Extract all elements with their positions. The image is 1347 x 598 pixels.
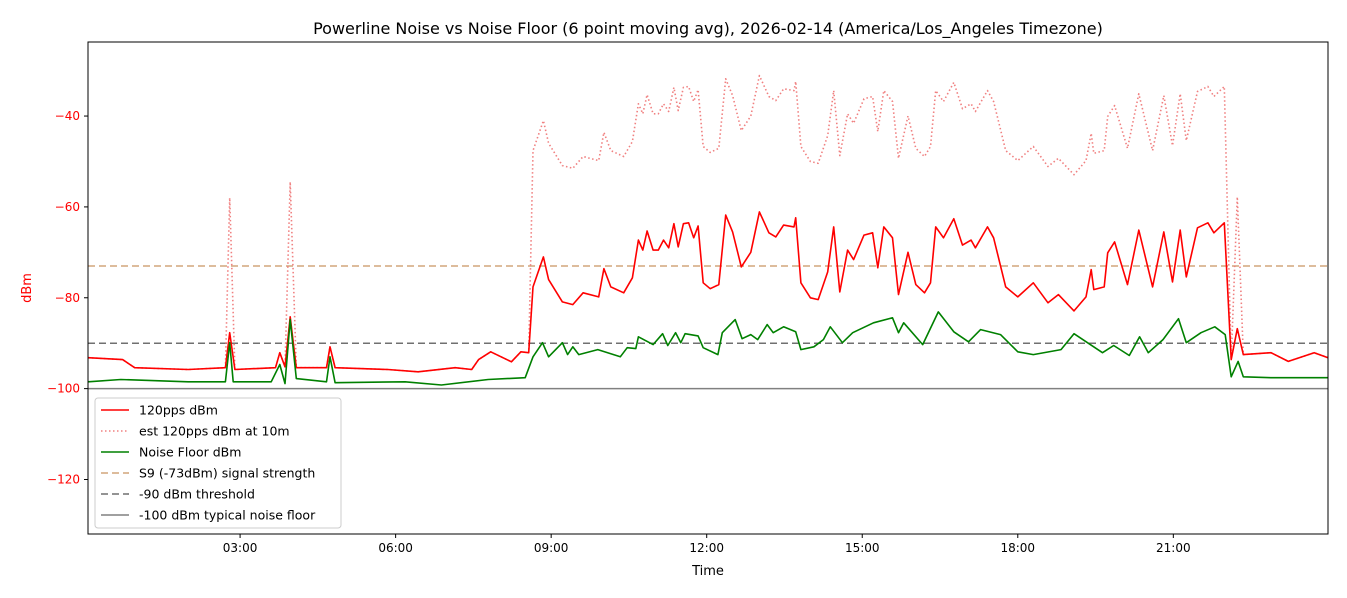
legend-item-120pps-dbm: 120pps dBm [101,403,218,418]
x-tick-label: 21:00 [1156,541,1191,555]
legend-item-100-dbm-typical-noise-floor: -100 dBm typical noise floor [101,508,316,523]
x-tick-label: 12:00 [689,541,724,555]
y-tick-label: −60 [55,200,80,214]
x-axis-label: Time [691,564,724,579]
series-line-noise-floor-dbm [88,311,1328,386]
legend-label: est 120pps dBm at 10m [139,424,290,439]
y-tick-label: −100 [47,382,80,396]
x-tick-label: 06:00 [378,541,413,555]
legend-label: -90 dBm threshold [139,487,255,502]
legend-label: 120pps dBm [139,403,218,418]
x-tick-label: 18:00 [1000,541,1035,555]
y-tick-label: −120 [47,472,80,486]
legend-label: Noise Floor dBm [139,445,241,460]
legend: 120pps dBm est 120pps dBm at 10m Noise Flo… [94,397,342,529]
legend-label: S9 (-73dBm) signal strength [139,466,315,481]
y-tick-label: −80 [55,291,80,305]
legend-item-noise-floor-dbm: Noise Floor dBm [101,445,241,460]
legend-item-90-dbm-threshold: -90 dBm threshold [101,487,255,502]
chart-title: Powerline Noise vs Noise Floor (6 point … [313,19,1103,39]
plot-frame [87,41,1329,535]
x-tick-label: 15:00 [845,541,880,555]
legend-item-est-120pps-dbm-at-10m: est 120pps dBm at 10m [101,424,290,439]
x-tick-label: 03:00 [223,541,258,555]
legend-item-s9-73dbm-signal-strength: S9 (-73dBm) signal strength [101,466,315,481]
series-line-est-120pps-dbm-at-10m [88,74,1328,373]
legend-label: -100 dBm typical noise floor [139,508,316,523]
y-tick-label: −40 [55,109,80,123]
y-axis-label: dBm [20,273,35,303]
legend-box [94,397,342,529]
series-line-120pps-dbm [88,211,1328,373]
plot-area [88,74,1328,390]
x-tick-label: 09:00 [534,541,569,555]
axes: 03:00 06:00 09:00 12:00 15:00 18:00 21:00 −40 −6… [47,109,1191,555]
